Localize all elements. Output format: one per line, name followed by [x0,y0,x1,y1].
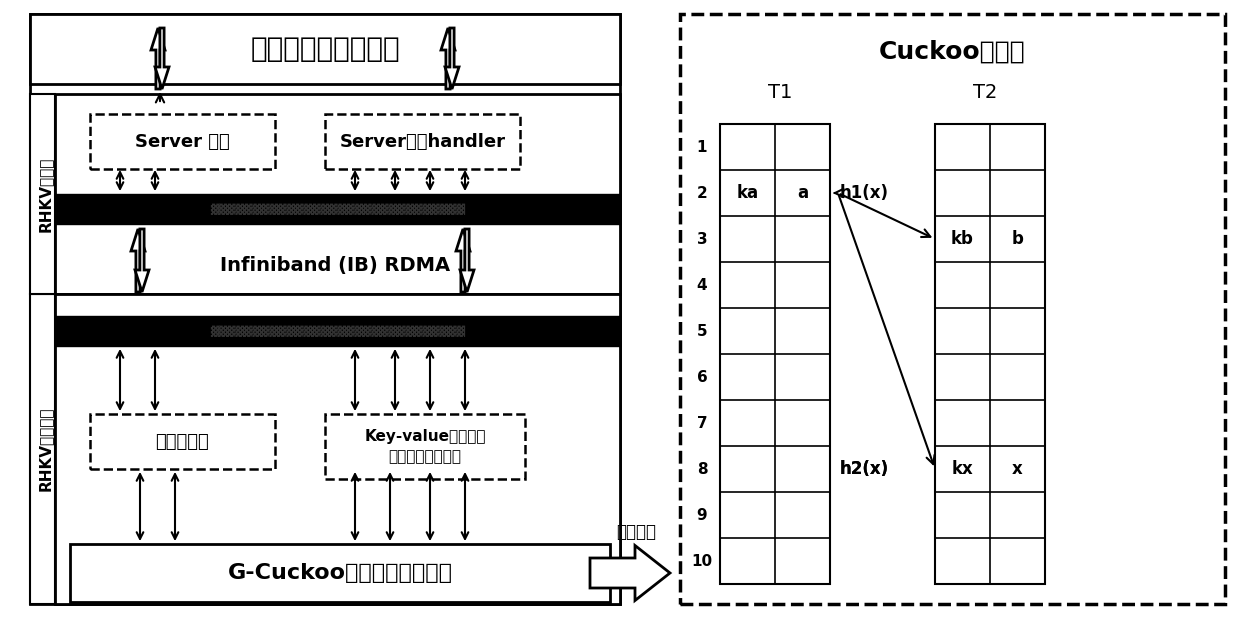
FancyBboxPatch shape [325,414,525,479]
Text: ▓▓▓▓▓▓▓▓▓▓▓▓▓▓▓▓▓▓▓▓▓▓▓▓▓▓▓▓▓▓: ▓▓▓▓▓▓▓▓▓▓▓▓▓▓▓▓▓▓▓▓▓▓▓▓▓▓▓▓▓▓ [210,325,465,337]
Text: kb: kb [951,230,973,248]
Text: 5: 5 [697,323,707,338]
Text: 8: 8 [697,462,707,477]
FancyArrow shape [151,28,165,89]
FancyArrow shape [445,28,459,89]
Text: 数据结构: 数据结构 [616,523,656,541]
Text: 4: 4 [697,278,707,293]
Text: x: x [1012,460,1023,478]
FancyBboxPatch shape [55,94,620,294]
FancyArrow shape [456,229,470,292]
Text: 模式管理器: 模式管理器 [156,432,210,451]
Text: 7: 7 [697,416,707,431]
FancyBboxPatch shape [325,114,520,169]
Text: Server响应handler: Server响应handler [340,132,506,150]
FancyBboxPatch shape [680,14,1225,604]
Text: Server 信息: Server 信息 [135,132,229,150]
Text: a: a [797,184,808,202]
Text: 内存数据密集型应用: 内存数据密集型应用 [250,35,399,63]
Text: 3: 3 [697,232,707,246]
FancyArrow shape [460,229,474,292]
FancyBboxPatch shape [55,294,620,604]
Text: kx: kx [951,460,973,478]
FancyBboxPatch shape [55,316,620,346]
Text: T1: T1 [768,82,792,102]
Text: ka: ka [737,184,759,202]
Text: 6: 6 [697,369,707,384]
Text: b: b [1012,230,1023,248]
Text: G-Cuckoo哈希数据管理模式: G-Cuckoo哈希数据管理模式 [227,563,453,583]
Text: 2: 2 [697,185,707,200]
Text: 1: 1 [697,140,707,155]
Text: Key-value键值对数
据查找、更新，等: Key-value键值对数 据查找、更新，等 [365,429,486,464]
Text: 9: 9 [697,507,707,522]
Text: 10: 10 [692,553,713,568]
Text: Infiniband (IB) RDMA: Infiniband (IB) RDMA [219,256,450,276]
FancyBboxPatch shape [720,124,830,584]
Text: Cuckoo哈希表: Cuckoo哈希表 [879,40,1025,64]
FancyBboxPatch shape [55,194,620,224]
FancyBboxPatch shape [935,124,1045,584]
Text: h2(x): h2(x) [839,460,889,478]
FancyArrow shape [441,28,455,89]
Text: T2: T2 [973,82,997,102]
Text: RHKV服务器端: RHKV服务器端 [37,407,52,491]
Text: h1(x): h1(x) [839,184,889,202]
Text: ▓▓▓▓▓▓▓▓▓▓▓▓▓▓▓▓▓▓▓▓▓▓▓▓▓▓▓▓▓▓: ▓▓▓▓▓▓▓▓▓▓▓▓▓▓▓▓▓▓▓▓▓▓▓▓▓▓▓▓▓▓ [210,203,465,215]
FancyBboxPatch shape [69,544,610,602]
FancyArrow shape [590,545,670,600]
FancyArrow shape [135,229,149,292]
FancyBboxPatch shape [91,414,275,469]
Text: RHKV客户端: RHKV客户端 [37,157,52,232]
FancyArrow shape [131,229,145,292]
Text: h2(x): h2(x) [839,460,889,478]
FancyBboxPatch shape [91,114,275,169]
FancyBboxPatch shape [30,294,55,604]
FancyBboxPatch shape [30,14,620,84]
FancyArrow shape [155,28,169,89]
FancyBboxPatch shape [30,14,620,604]
FancyBboxPatch shape [30,94,55,294]
